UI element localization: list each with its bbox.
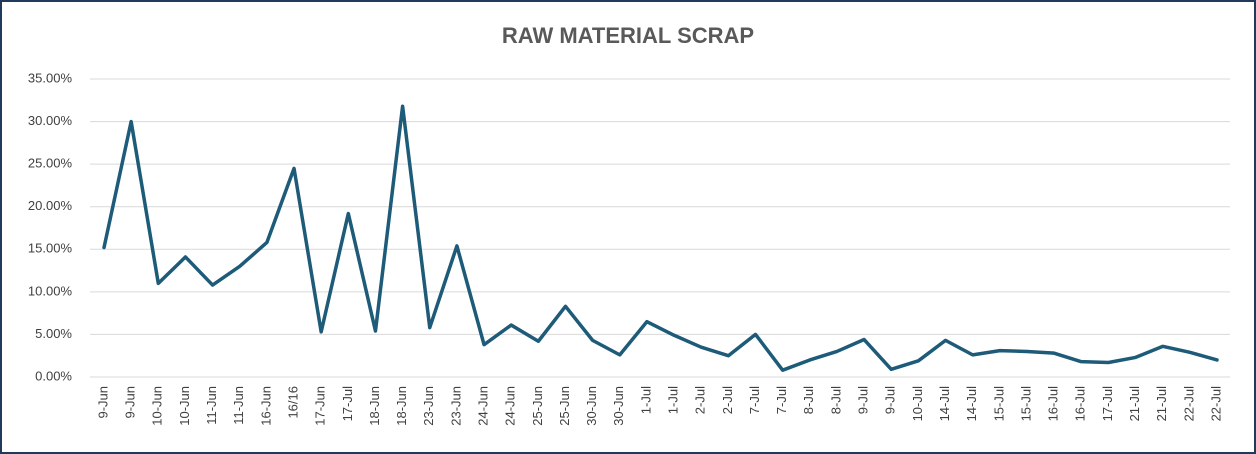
- x-tick-label: 17-Jul: [340, 386, 355, 422]
- x-tick-label: 7-Jul: [747, 386, 762, 414]
- x-tick-label: 10-Jun: [177, 386, 192, 426]
- x-tick-label: 22-Jul: [1208, 386, 1223, 422]
- x-tick-label: 2-Jul: [693, 386, 708, 414]
- x-tick-label: 16/16: [285, 386, 300, 419]
- x-tick-label: 8-Jul: [828, 386, 843, 414]
- x-tick-label: 25-Jun: [530, 386, 545, 426]
- x-tick-label: 16-Jul: [1073, 386, 1088, 422]
- x-tick-label: 11-Jun: [204, 386, 219, 425]
- x-tick-label: 9-Jun: [95, 386, 110, 419]
- y-tick-label: 5.00%: [35, 326, 72, 341]
- y-tick-label: 30.00%: [28, 113, 73, 128]
- x-tick-label: 30-Jun: [584, 386, 599, 426]
- x-tick-label: 7-Jul: [774, 386, 789, 414]
- x-tick-label: 15-Jul: [1018, 386, 1033, 422]
- x-tick-label: 8-Jul: [801, 386, 816, 414]
- x-tick-label: 2-Jul: [720, 386, 735, 414]
- x-tick-label: 18-Jun: [367, 386, 382, 426]
- x-tick-label: 21-Jul: [1127, 386, 1142, 422]
- x-tick-label: 14-Jul: [937, 386, 952, 422]
- x-tick-label: 9-Jul: [856, 386, 871, 414]
- x-tick-label: 11-Jun: [231, 386, 246, 425]
- x-tick-label: 17-Jun: [313, 386, 328, 426]
- y-tick-label: 10.00%: [28, 283, 73, 298]
- y-tick-label: 20.00%: [28, 198, 73, 213]
- y-tick-label: 0.00%: [35, 368, 72, 383]
- x-tick-label: 9-Jul: [883, 386, 898, 414]
- x-tick-label: 18-Jun: [394, 386, 409, 426]
- x-tick-label: 24-Jun: [475, 386, 490, 426]
- x-tick-label: 1-Jul: [666, 386, 681, 414]
- x-tick-label: 17-Jul: [1100, 386, 1115, 422]
- x-tick-label: 21-Jul: [1154, 386, 1169, 422]
- x-tick-label: 16-Jun: [258, 386, 273, 426]
- x-tick-label: 9-Jun: [123, 386, 138, 419]
- x-tick-label: 14-Jul: [964, 386, 979, 422]
- data-line: [102, 104, 1219, 372]
- x-tick-label: 1-Jul: [638, 386, 653, 414]
- x-tick-label: 16-Jul: [1046, 386, 1061, 422]
- x-tick-label: 15-Jul: [991, 386, 1006, 422]
- x-tick-label: 22-Jul: [1181, 386, 1196, 422]
- chart-title: RAW MATERIAL SCRAP: [502, 23, 754, 48]
- x-tick-label: 23-Jun: [448, 386, 463, 426]
- x-tick-label: 24-Jun: [503, 386, 518, 426]
- x-tick-label: 10-Jun: [150, 386, 165, 426]
- x-tick-label: 10-Jul: [910, 386, 925, 422]
- x-tick-label: 25-Jun: [557, 386, 572, 426]
- x-tick-label: 23-Jun: [421, 386, 436, 426]
- y-tick-label: 35.00%: [28, 70, 73, 85]
- x-tick-label: 30-Jun: [611, 386, 626, 426]
- y-tick-label: 15.00%: [28, 241, 73, 256]
- y-tick-label: 25.00%: [28, 156, 73, 171]
